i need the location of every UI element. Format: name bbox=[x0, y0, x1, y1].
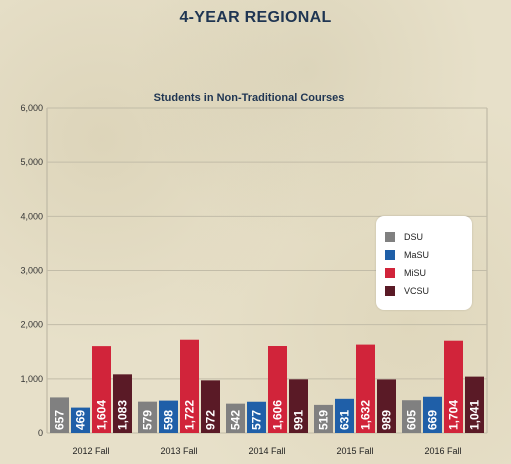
bar-value-label: 469 bbox=[74, 410, 88, 430]
y-tick-label: 5,000 bbox=[20, 157, 43, 167]
bar bbox=[50, 397, 69, 433]
legend-item-vcsu: VCSU bbox=[385, 284, 429, 298]
bar bbox=[268, 346, 287, 433]
bar-value-label: 1,041 bbox=[468, 400, 482, 430]
y-tick-label: 1,000 bbox=[20, 374, 43, 384]
bar-value-label: 989 bbox=[380, 410, 394, 430]
bar-value-label: 1,704 bbox=[447, 400, 461, 430]
bar-value-label: 972 bbox=[204, 410, 218, 430]
bar bbox=[226, 403, 245, 433]
page-title: 4-YEAR REGIONAL bbox=[179, 9, 332, 26]
y-tick-label: 2,000 bbox=[20, 320, 43, 330]
bar-value-label: 1,606 bbox=[271, 400, 285, 430]
y-tick-label: 0 bbox=[38, 428, 43, 438]
bar-value-label: 542 bbox=[229, 410, 243, 430]
bar-value-label: 1,632 bbox=[359, 400, 373, 430]
bar bbox=[314, 404, 333, 433]
legend-swatch-dsu bbox=[385, 232, 395, 242]
bar bbox=[356, 344, 375, 433]
legend-swatch-masu bbox=[385, 250, 395, 260]
bar bbox=[92, 346, 111, 433]
bar bbox=[289, 379, 308, 433]
legend-item-dsu: DSU bbox=[385, 230, 423, 244]
bar-value-label: 519 bbox=[317, 410, 331, 430]
legend-swatch-misu bbox=[385, 268, 395, 278]
bar bbox=[201, 380, 220, 433]
bar bbox=[113, 374, 132, 433]
bar bbox=[465, 376, 484, 433]
bar bbox=[377, 379, 396, 433]
x-tick-label: 2015 Fall bbox=[336, 446, 373, 456]
chart-legend: DSU MaSU MiSU VCSU bbox=[376, 216, 472, 310]
bar-value-label: 631 bbox=[338, 410, 352, 430]
bar-value-label: 991 bbox=[292, 410, 306, 430]
legend-item-misu: MiSU bbox=[385, 266, 426, 280]
bar bbox=[180, 339, 199, 433]
bar bbox=[444, 340, 463, 433]
bar-value-label: 1,722 bbox=[183, 400, 197, 430]
legend-item-masu: MaSU bbox=[385, 248, 429, 262]
bar bbox=[247, 401, 266, 433]
x-tick-label: 2012 Fall bbox=[72, 446, 109, 456]
x-tick-label: 2014 Fall bbox=[248, 446, 285, 456]
x-tick-label: 2016 Fall bbox=[424, 446, 461, 456]
y-tick-label: 3,000 bbox=[20, 266, 43, 276]
legend-label-misu: MiSU bbox=[404, 268, 426, 278]
chart-title: Students in Non-Traditional Courses bbox=[154, 92, 345, 104]
bar-value-label: 577 bbox=[250, 410, 264, 430]
bar-value-label: 1,083 bbox=[116, 400, 130, 430]
x-tick-label: 2013 Fall bbox=[160, 446, 197, 456]
bar-value-label: 669 bbox=[426, 410, 440, 430]
bar bbox=[423, 396, 442, 433]
legend-label-dsu: DSU bbox=[404, 232, 424, 242]
bar-value-label: 605 bbox=[405, 410, 419, 430]
legend-label-masu: MaSU bbox=[404, 250, 430, 260]
bar bbox=[402, 400, 421, 433]
legend-label-vcsu: VCSU bbox=[404, 286, 430, 296]
y-tick-label: 6,000 bbox=[20, 103, 43, 113]
y-tick-label: 4,000 bbox=[20, 211, 43, 221]
legend-swatch-vcsu bbox=[385, 286, 395, 296]
bar bbox=[335, 398, 354, 433]
bar bbox=[138, 401, 157, 433]
bar-value-label: 1,604 bbox=[95, 400, 109, 430]
bar-value-label: 657 bbox=[53, 410, 67, 430]
bar bbox=[159, 400, 178, 433]
bar-value-label: 598 bbox=[162, 410, 176, 430]
bar-value-label: 579 bbox=[141, 410, 155, 430]
bar bbox=[71, 407, 90, 433]
